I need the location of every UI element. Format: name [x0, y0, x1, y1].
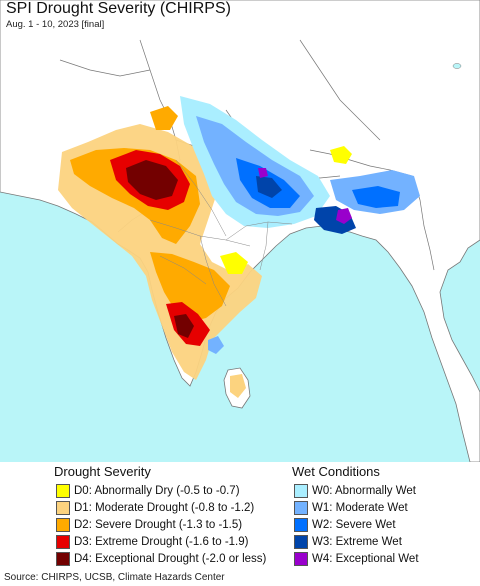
legend-item-w2: W2: Severe Wet: [294, 517, 396, 533]
legend-swatch-d4: [56, 552, 70, 566]
map-subtitle: Aug. 1 - 10, 2023 [final]: [6, 19, 105, 30]
legend-item-d4: D4: Exceptional Drought (-2.0 or less): [56, 551, 266, 567]
legend-swatch-d3: [56, 535, 70, 549]
legend-label-d3: D3: Extreme Drought (-1.6 to -1.9): [74, 536, 249, 548]
drought-d1-srilanka: [230, 374, 246, 398]
wet-w1-south: [208, 336, 224, 354]
drought-d0-northeast: [330, 146, 352, 164]
source-credit: Source: CHIRPS, UCSB, Climate Hazards Ce…: [4, 572, 225, 583]
legend-item-w3: W3: Extreme Wet: [294, 534, 402, 550]
legend-swatch-w2: [294, 518, 308, 532]
legend-label-w0: W0: Abnormally Wet: [312, 485, 416, 497]
wet-w2-east: [352, 186, 400, 208]
drought-d2-south: [150, 252, 230, 322]
legend-panel: Drought Severity D0: Abnormally Dry (-0.…: [0, 462, 480, 568]
legend-item-d2: D2: Severe Drought (-1.3 to -1.5): [56, 517, 242, 533]
lake: [452, 63, 462, 69]
wet-w4-north: [258, 168, 268, 178]
legend-item-d0: D0: Abnormally Dry (-0.5 to -0.7): [56, 483, 240, 499]
legend-item-w1: W1: Moderate Wet: [294, 500, 408, 516]
legend-label-d1: D1: Moderate Drought (-0.8 to -1.2): [74, 502, 255, 514]
legend-swatch-w1: [294, 501, 308, 515]
drought-d0-region: [220, 252, 248, 274]
legend-label-w4: W4: Exceptional Wet: [312, 553, 419, 565]
legend-label-d4: D4: Exceptional Drought (-2.0 or less): [74, 553, 267, 565]
legend-swatch-d1: [56, 501, 70, 515]
wet-w4-region: [336, 208, 352, 224]
legend-item-d1: D1: Moderate Drought (-0.8 to -1.2): [56, 500, 254, 516]
drought-legend-title: Drought Severity: [54, 464, 151, 479]
drought-d2-north: [150, 106, 178, 130]
legend-label-d2: D2: Severe Drought (-1.3 to -1.5): [74, 519, 243, 531]
legend-item-w0: W0: Abnormally Wet: [294, 483, 416, 499]
legend-label-w1: W1: Moderate Wet: [312, 502, 408, 514]
legend-swatch-d2: [56, 518, 70, 532]
state-borders: [149, 159, 293, 307]
legend-label-d0: D0: Abnormally Dry (-0.5 to -0.7): [74, 485, 240, 497]
legend-item-d3: D3: Extreme Drought (-1.6 to -1.9): [56, 534, 248, 550]
legend-swatch-d0: [56, 484, 70, 498]
wet-legend-title: Wet Conditions: [292, 464, 380, 479]
legend-label-w3: W3: Extreme Wet: [312, 536, 402, 548]
legend-swatch-w3: [294, 535, 308, 549]
legend-swatch-w4: [294, 552, 308, 566]
drought-d4-south: [174, 314, 194, 338]
drought-d4-region: [126, 160, 178, 200]
map-canvas: [0, 0, 480, 462]
wet-w3-central: [256, 176, 282, 198]
legend-label-w2: W2: Severe Wet: [312, 519, 396, 531]
map-title: SPI Drought Severity (CHIRPS): [6, 0, 231, 17]
legend-item-w4: W4: Exceptional Wet: [294, 551, 419, 567]
map-area: SPI Drought Severity (CHIRPS) Aug. 1 - 1…: [0, 0, 480, 462]
legend-swatch-w0: [294, 484, 308, 498]
